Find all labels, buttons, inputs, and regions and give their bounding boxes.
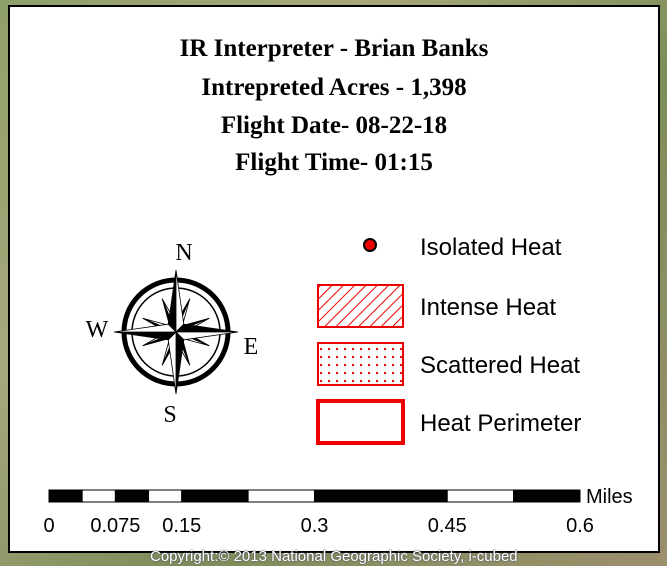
scale-segment [182,490,248,502]
compass-s: S [163,402,176,428]
scale-segment [49,490,82,502]
scale-segment [514,490,580,502]
intense-heat-symbol [318,285,403,327]
scale-bar: 0 0.075 0.15 0.3 0.45 0.6 Miles [43,486,632,537]
scale-unit: Miles [586,486,633,508]
legend-label: Intense Heat [420,294,556,321]
copyright: Copyright:© 2013 National Geographic Soc… [150,548,518,565]
scale-tick-label: 0 [43,515,54,537]
compass-n: N [175,240,192,266]
heat-perimeter-symbol [318,401,403,443]
isolated-heat-symbol [364,239,376,251]
scale-segment [315,490,448,502]
scale-tick-label: 0.6 [566,515,594,537]
page: {"header": {"lines": ["IR Interpreter - … [0,0,667,566]
legend-label: Isolated Heat [420,234,562,261]
legend-graphics: N W E S Isolated Heat Intense Heat Scatt… [10,7,658,551]
legend-label: Scattered Heat [420,352,580,379]
legend-label: Heat Perimeter [420,410,581,437]
scale-tick-label: 0.15 [162,515,201,537]
scale-segment [149,490,182,502]
scale-segment [248,490,314,502]
scattered-heat-symbol [318,343,403,385]
scale-segment [115,490,148,502]
legend-panel: IR Interpreter - Brian Banks Intrepreted… [8,5,660,553]
scale-tick-label: 0.075 [90,515,140,537]
compass-w: W [86,317,109,343]
scale-segment [82,490,115,502]
compass-e: E [244,334,259,360]
scale-segment [447,490,513,502]
scale-tick-label: 0.3 [301,515,329,537]
compass-rose [114,270,238,394]
scale-tick-label: 0.45 [428,515,467,537]
